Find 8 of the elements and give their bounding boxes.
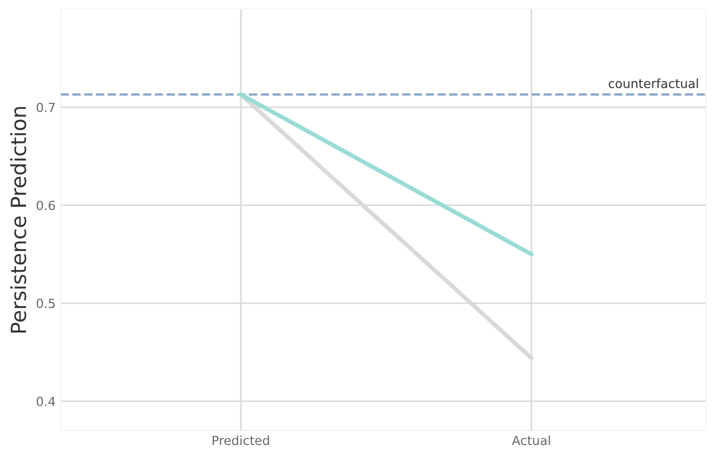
ref-line-label: counterfactual bbox=[608, 78, 698, 88]
y-tick-label: 0.6 bbox=[36, 200, 55, 210]
y-axis-title: Persistence Prediction bbox=[10, 107, 26, 333]
y-tick-label: 0.4 bbox=[36, 396, 56, 406]
x-tick-label: Actual bbox=[512, 435, 550, 446]
y-tick-label: 0.7 bbox=[36, 102, 55, 112]
x-tick-label: Predicted bbox=[212, 435, 270, 446]
y-tick-label: 0.5 bbox=[36, 298, 55, 308]
